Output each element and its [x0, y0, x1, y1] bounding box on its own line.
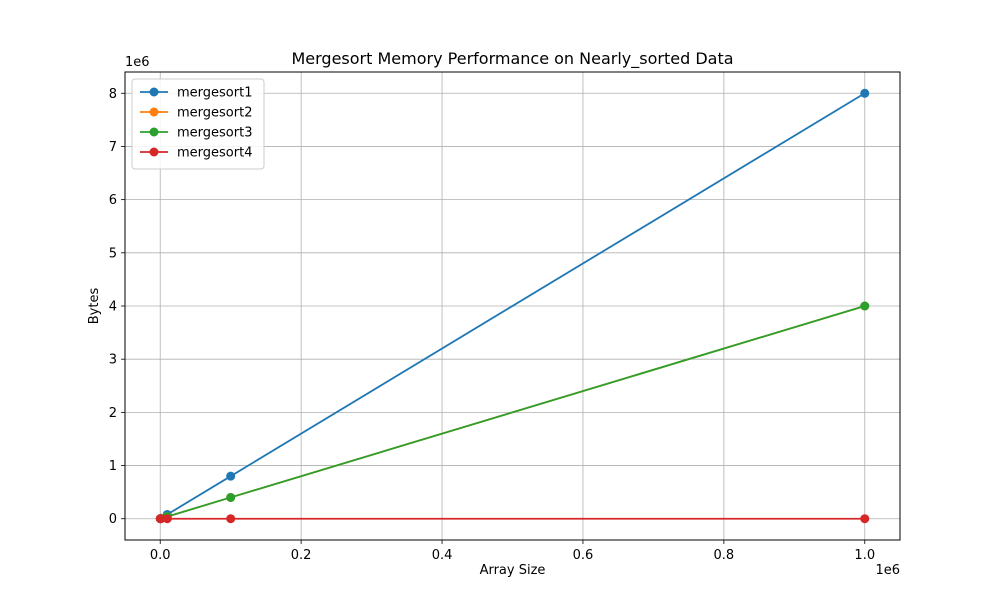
series-mergesort4 — [155, 514, 870, 524]
legend-marker — [149, 127, 159, 137]
legend-label: mergesort1 — [177, 86, 252, 101]
y-tick-label: 1 — [109, 459, 117, 474]
x-tick-label: 1.0 — [854, 548, 875, 563]
x-tick-label: 0.4 — [432, 548, 453, 563]
y-tick-label: 7 — [109, 140, 117, 155]
legend: mergesort1 mergesort2 mergesort3 mergesort4 — [131, 78, 265, 170]
data-point-mergesort4 — [156, 514, 166, 524]
x-tick-label: 0.0 — [150, 548, 171, 563]
chart-title: Mergesort Memory Performance on Nearly_s… — [291, 49, 733, 69]
y-offset-label: 1e6 — [125, 55, 150, 70]
x-tick-label: 0.8 — [714, 548, 735, 563]
legend-item-mergesort3: mergesort3 — [140, 126, 252, 141]
legend-box — [131, 78, 265, 170]
legend-label: mergesort4 — [177, 146, 252, 161]
legend-marker — [149, 147, 159, 157]
legend-marker — [149, 87, 159, 97]
y-tick-label: 6 — [109, 193, 117, 208]
data-point-mergesort4 — [860, 514, 870, 524]
y-tick-label: 3 — [109, 353, 117, 368]
x-tick-label: 0.2 — [291, 548, 312, 563]
data-point-mergesort1 — [860, 88, 870, 98]
y-tick-label: 0 — [109, 512, 117, 527]
legend-marker — [149, 107, 159, 117]
data-point-mergesort3 — [226, 492, 236, 502]
legend-label: mergesort2 — [177, 106, 252, 121]
y-tick-label: 5 — [109, 246, 117, 261]
legend-item-mergesort4: mergesort4 — [140, 146, 252, 161]
legend-label: mergesort3 — [177, 126, 252, 141]
y-tick-label: 2 — [109, 406, 117, 421]
x-axis: 0.0 0.2 0.4 0.6 0.8 1.0 — [150, 540, 875, 563]
legend-item-mergesort2: mergesort2 — [140, 106, 252, 121]
y-axis-label: Bytes — [87, 288, 102, 325]
y-axis: 0 1 2 3 4 5 6 7 8 — [109, 87, 125, 527]
legend-item-mergesort1: mergesort1 — [140, 86, 252, 101]
data-point-mergesort4 — [162, 514, 172, 524]
series-layer — [155, 88, 870, 524]
x-offset-label: 1e6 — [875, 563, 900, 578]
y-tick-label: 8 — [109, 87, 117, 102]
x-tick-label: 0.6 — [573, 548, 594, 563]
y-tick-label: 4 — [109, 300, 117, 315]
x-axis-label: Array Size — [480, 563, 546, 578]
data-point-mergesort3 — [860, 301, 870, 311]
data-point-mergesort4 — [226, 514, 236, 524]
data-point-mergesort1 — [226, 471, 236, 481]
